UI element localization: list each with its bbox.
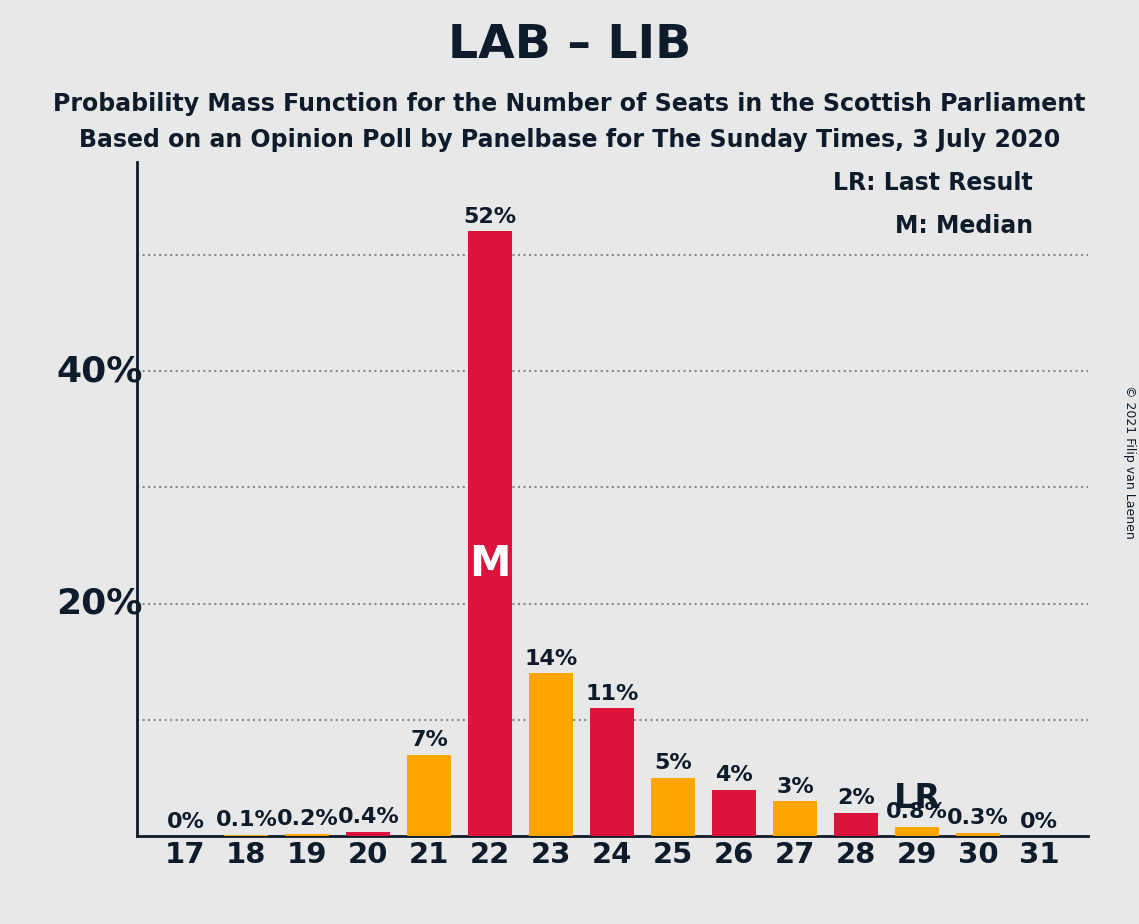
Bar <box>590 709 634 836</box>
Bar <box>712 790 756 836</box>
Bar <box>408 755 451 836</box>
Text: 0%: 0% <box>1019 811 1058 832</box>
Bar <box>286 833 329 836</box>
Text: 14%: 14% <box>525 649 577 669</box>
Text: 2%: 2% <box>837 788 875 808</box>
Text: 40%: 40% <box>57 354 142 388</box>
Text: 5%: 5% <box>654 753 693 773</box>
Bar <box>956 833 1000 836</box>
Bar <box>895 827 939 836</box>
Text: Based on an Opinion Poll by Panelbase for The Sunday Times, 3 July 2020: Based on an Opinion Poll by Panelbase fo… <box>79 128 1060 152</box>
Text: LR: Last Result: LR: Last Result <box>833 171 1033 195</box>
Text: © 2021 Filip van Laenen: © 2021 Filip van Laenen <box>1123 385 1137 539</box>
Text: 0.8%: 0.8% <box>886 802 948 822</box>
Text: M: Median: M: Median <box>895 214 1033 238</box>
Bar <box>530 674 573 836</box>
Text: 0%: 0% <box>166 811 205 832</box>
Bar <box>773 801 817 836</box>
Bar <box>468 232 513 836</box>
Text: Probability Mass Function for the Number of Seats in the Scottish Parliament: Probability Mass Function for the Number… <box>54 92 1085 116</box>
Text: 0.1%: 0.1% <box>215 810 278 831</box>
Text: 52%: 52% <box>464 207 517 226</box>
Text: 11%: 11% <box>585 684 639 704</box>
Text: LAB – LIB: LAB – LIB <box>448 23 691 68</box>
Text: 0.3%: 0.3% <box>948 808 1009 828</box>
Text: 20%: 20% <box>57 587 142 621</box>
Text: 4%: 4% <box>715 765 753 785</box>
Text: 0.2%: 0.2% <box>277 809 338 829</box>
Bar <box>834 813 878 836</box>
Text: 0.4%: 0.4% <box>337 807 400 827</box>
Bar <box>346 832 391 836</box>
Bar <box>224 835 269 836</box>
Text: LR: LR <box>893 783 941 815</box>
Bar <box>652 778 695 836</box>
Text: 7%: 7% <box>410 730 449 750</box>
Text: 3%: 3% <box>777 777 814 796</box>
Text: M: M <box>469 543 511 585</box>
